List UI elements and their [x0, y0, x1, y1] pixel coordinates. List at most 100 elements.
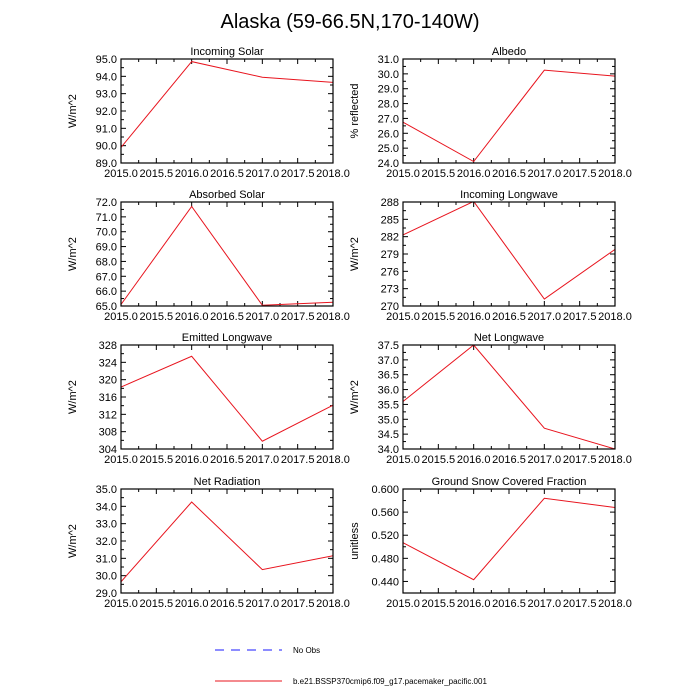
y-tick-label: 304 [99, 444, 117, 456]
y-tick-label: 288 [381, 197, 399, 209]
panel-title: Net Longwave [474, 332, 544, 344]
legend-model-label: b.e21.BSSP370cmip6.f09_g17.pacemaker_pac… [293, 677, 487, 686]
x-tick-label: 2015.5 [140, 598, 174, 610]
x-tick-label: 2017.5 [281, 454, 315, 466]
panel: Net Longwave W/m^2 2015.0 2015.5 2016.0 2016.… [349, 332, 632, 466]
y-tick-label: 270 [381, 301, 399, 313]
x-tick-label: 2015.5 [422, 311, 456, 323]
y-tick-label: 0.440 [371, 576, 399, 588]
x-tick-label: 2017.5 [281, 598, 315, 610]
y-tick-label: 35.5 [378, 399, 399, 411]
y-tick-label: 25.0 [378, 143, 399, 155]
x-tick-label: 2015.0 [104, 168, 138, 180]
x-tick-label: 2015.0 [386, 454, 420, 466]
data-series-line [403, 497, 615, 581]
x-tick-label: 2018.0 [598, 598, 632, 610]
panel: Net Radiation W/m^2 2015.0 2015.5 2016.0 2016… [67, 476, 350, 610]
y-tick-label: 36.0 [378, 385, 399, 397]
y-tick-label: 308 [99, 427, 117, 439]
data-series-line [121, 501, 333, 583]
y-axis-label: % reflected [349, 83, 361, 138]
panel: Incoming Longwave W/m^2 2015.0 2015.5 2016.0… [349, 189, 632, 323]
y-tick-label: 72.0 [96, 197, 117, 209]
y-axis-label: unitless [349, 522, 361, 560]
x-tick-label: 2016.5 [210, 168, 244, 180]
y-tick-label: 324 [99, 357, 117, 369]
x-tick-label: 2017.5 [563, 598, 597, 610]
y-tick-label: 33.0 [96, 519, 117, 531]
x-tick-label: 2016.5 [492, 168, 526, 180]
y-tick-label: 316 [99, 392, 117, 404]
x-tick-label: 2016.0 [457, 311, 491, 323]
y-axis-label: W/m^2 [67, 94, 79, 128]
x-tick-label: 2015.0 [104, 454, 138, 466]
x-tick-label: 2017.0 [246, 454, 280, 466]
y-axis-label: W/m^2 [349, 380, 361, 414]
y-tick-label: 28.0 [378, 99, 399, 111]
x-tick-label: 2018.0 [316, 311, 350, 323]
plot-frame [402, 201, 616, 307]
y-tick-label: 328 [99, 340, 117, 352]
x-tick-label: 2017.0 [528, 598, 562, 610]
x-tick-label: 2016.5 [210, 311, 244, 323]
x-tick-label: 2017.0 [246, 168, 280, 180]
y-tick-label: 68.0 [96, 256, 117, 268]
y-tick-label: 31.0 [378, 54, 399, 66]
y-axis-label: W/m^2 [67, 524, 79, 558]
x-tick-label: 2017.0 [528, 454, 562, 466]
y-tick-label: 0.560 [371, 507, 399, 519]
x-tick-label: 2017.0 [528, 168, 562, 180]
y-tick-label: 94.0 [96, 71, 117, 83]
x-tick-label: 2016.0 [457, 168, 491, 180]
y-tick-label: 273 [381, 284, 399, 296]
y-tick-label: 276 [381, 266, 399, 278]
y-tick-label: 26.0 [378, 128, 399, 140]
plot-frame [120, 488, 334, 594]
y-tick-label: 89.0 [96, 158, 117, 170]
y-tick-label: 0.520 [371, 530, 399, 542]
x-tick-label: 2015.0 [104, 598, 138, 610]
data-series-line [121, 355, 333, 442]
y-tick-label: 70.0 [96, 227, 117, 239]
y-tick-label: 312 [99, 409, 117, 421]
x-tick-label: 2018.0 [316, 454, 350, 466]
x-tick-label: 2016.5 [492, 311, 526, 323]
panel-title: Absorbed Solar [189, 189, 265, 201]
x-tick-label: 2015.0 [386, 598, 420, 610]
panel-title: Albedo [492, 46, 526, 58]
y-tick-label: 66.0 [96, 286, 117, 298]
panel-title: Incoming Longwave [460, 189, 558, 201]
plot-frame [402, 58, 616, 164]
x-tick-label: 2016.0 [457, 598, 491, 610]
y-tick-label: 35.0 [96, 484, 117, 496]
x-tick-label: 2015.0 [386, 168, 420, 180]
legend-obs-label: No Obs [293, 646, 320, 655]
y-tick-label: 29.0 [378, 84, 399, 96]
y-tick-label: 35.0 [378, 414, 399, 426]
y-tick-label: 91.0 [96, 123, 117, 135]
x-tick-label: 2015.5 [140, 311, 174, 323]
x-tick-label: 2015.5 [140, 168, 174, 180]
data-series-line [403, 202, 615, 300]
y-tick-label: 92.0 [96, 106, 117, 118]
y-tick-label: 24.0 [378, 158, 399, 170]
x-tick-label: 2015.5 [422, 598, 456, 610]
y-axis-label: W/m^2 [67, 237, 79, 271]
x-tick-label: 2017.5 [281, 311, 315, 323]
legend: No Obs b.e21.BSSP370cmip6.f09_g17.pacema… [215, 646, 487, 686]
x-tick-label: 2017.0 [246, 598, 280, 610]
y-tick-label: 34.5 [378, 429, 399, 441]
x-tick-label: 2015.0 [104, 311, 138, 323]
x-tick-label: 2017.5 [563, 311, 597, 323]
plot-frame [402, 344, 616, 450]
x-tick-label: 2016.5 [210, 598, 244, 610]
x-tick-label: 2016.0 [175, 311, 209, 323]
panel-title: Ground Snow Covered Fraction [432, 476, 587, 488]
data-series-line [403, 69, 615, 163]
x-tick-label: 2017.0 [528, 311, 562, 323]
